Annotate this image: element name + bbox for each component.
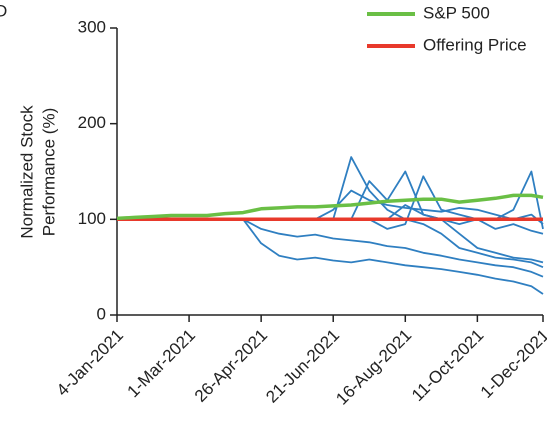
y-axis-label: Normalized Stock Performance (%) [17, 105, 58, 239]
y-tick-label: 100 [78, 209, 106, 228]
y-tick-label: 200 [78, 113, 106, 132]
series-line [242, 218, 544, 295]
x-tick-label: 1-Mar-2021 [123, 326, 199, 402]
x-tick-label: 1-Dec-2021 [477, 326, 547, 402]
legend-label: Offering Price [423, 35, 527, 54]
y-tick-label: 0 [97, 304, 106, 323]
x-tick-label: 26-Apr-2021 [191, 326, 271, 406]
series-line [386, 204, 544, 264]
y-axis-label-line: Normalized Stock [17, 105, 36, 239]
x-tick-label: 11-Oct-2021 [408, 326, 487, 405]
x-tick-label: 4-Jan-2021 [53, 326, 127, 400]
y-tick-label: 300 [78, 17, 106, 36]
panel-label: D [0, 1, 7, 20]
x-tick-label: 16-Aug-2021 [332, 326, 415, 409]
series-line [332, 156, 544, 269]
x-tick-label: 21-Jun-2021 [262, 326, 343, 407]
series-line [242, 218, 544, 278]
series-line [116, 193, 544, 221]
y-axis-label-line: Performance (%) [39, 108, 58, 236]
legend-label: S&P 500 [423, 3, 490, 22]
series-line [350, 170, 544, 235]
